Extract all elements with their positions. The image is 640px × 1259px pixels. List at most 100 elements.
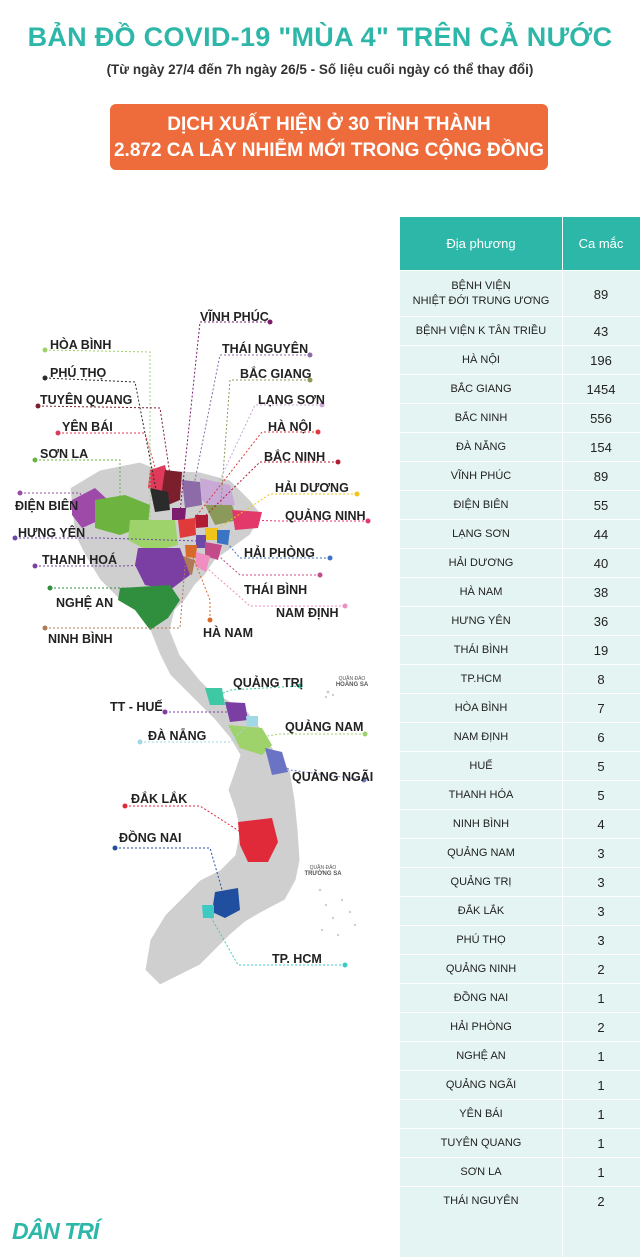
province-thanh-hoa <box>135 548 190 590</box>
leader-dot-ninh-binh <box>42 625 48 631</box>
table-row: ĐÀ NẴNG 154 <box>400 432 640 462</box>
label-truong-sa: QUẦN ĐẢO TRƯỜNG SA <box>303 865 343 877</box>
row-cases: 3 <box>597 904 605 919</box>
row-location: HÒA BÌNH <box>454 702 508 714</box>
leader-line-thai-nguyen <box>191 354 310 496</box>
table-row: HÒA BÌNH 7 <box>400 693 640 723</box>
row-location: HÀ NAM <box>459 586 503 598</box>
label-tuyen-quang: TUYÊN QUANG <box>40 393 133 407</box>
row-location: HƯNG YÊN <box>451 615 511 627</box>
leader-dot-bac-giang <box>307 377 313 383</box>
province-lang-son <box>200 478 235 510</box>
label-hoang-sa: QUẦN ĐẢO HOÀNG SA <box>332 676 372 688</box>
row-cases: 36 <box>593 614 609 629</box>
leader-dot-quang-ngai <box>361 777 367 783</box>
table-row: HÀ NAM 38 <box>400 577 640 607</box>
leader-dot-hoa-binh <box>42 347 48 353</box>
label-son-la: SƠN LA <box>40 447 89 461</box>
column-divider <box>562 217 563 1257</box>
row-cases: 38 <box>593 585 609 600</box>
table-row: ĐẮK LẮK 3 <box>400 896 640 926</box>
label-hai-phong: HẢI PHÒNG <box>244 546 315 560</box>
table-row: ĐIỆN BIÊN 55 <box>400 490 640 520</box>
row-location: TUYÊN QUANG <box>440 1137 522 1149</box>
row-cases: 1 <box>597 1165 605 1180</box>
table-row: TUYÊN QUANG 1 <box>400 1128 640 1158</box>
row-location: QUẢNG NINH <box>445 963 517 975</box>
leader-dot-da-nang <box>137 739 143 745</box>
province-hai-phong <box>217 530 230 545</box>
label-vinh-phuc: VĨNH PHÚC <box>200 310 269 324</box>
label-quang-ninh: QUẢNG NINH <box>285 509 366 523</box>
leader-dot-thanh-hoa <box>32 563 38 569</box>
province-ha-nam <box>185 545 197 558</box>
row-cases: 5 <box>597 788 605 803</box>
table-row: BẮC NINH 556 <box>400 403 640 433</box>
row-cases: 7 <box>597 701 605 716</box>
row-cases: 2 <box>597 962 605 977</box>
table-row: HẢI PHÒNG 2 <box>400 1012 640 1042</box>
province-bac-ninh <box>195 515 208 528</box>
label-dak-lak: ĐẮK LẮK <box>131 792 188 806</box>
label-thanh-hoa: THANH HOÁ <box>42 553 117 567</box>
leader-line-nghe-an <box>50 587 151 606</box>
table-row: QUẢNG TRỊ 3 <box>400 867 640 897</box>
province-hoa-binh <box>128 520 178 552</box>
label-hoa-binh: HÒA BÌNH <box>50 338 112 352</box>
label-hoang-sa-line1: QUẦN ĐẢO <box>338 676 366 682</box>
page-title: BẢN ĐỒ COVID-19 "MÙA 4" TRÊN CẢ NƯỚC <box>27 22 613 52</box>
label-tp-hcm: TP. HCM <box>272 952 322 966</box>
table-row: THÁI BÌNH 19 <box>400 635 640 665</box>
leader-line-quang-tri <box>214 685 301 698</box>
leader-line-son-la <box>35 459 121 512</box>
row-cases: 154 <box>590 440 612 455</box>
label-hoang-sa-line2: HOÀNG SA <box>335 682 369 688</box>
label-yen-bai: YÊN BÁI <box>62 420 113 434</box>
row-cases: 6 <box>597 730 605 745</box>
row-cases: 8 <box>597 672 605 687</box>
row-location: HẢI DƯƠNG <box>448 557 514 569</box>
table-row: NGHỆ AN 1 <box>400 1041 640 1071</box>
leader-line-hai-duong <box>210 493 357 534</box>
label-da-nang: ĐÀ NẴNG <box>148 729 207 743</box>
table-row: NINH BÌNH 4 <box>400 809 640 839</box>
row-location: THANH HÓA <box>448 789 514 801</box>
table-row: SƠN LA 1 <box>400 1157 640 1187</box>
row-location: ĐÀ NẴNG <box>455 441 507 453</box>
table-row: BỆNH VIỆN K TÂN TRIỀU 43 <box>400 316 640 346</box>
row-location: TP.HCM <box>460 673 502 685</box>
leader-line-thanh-hoa <box>35 564 156 567</box>
row-cases: 1 <box>597 1107 605 1122</box>
leader-line-hoa-binh <box>44 349 151 530</box>
row-location: ĐỒNG NAI <box>453 992 509 1004</box>
label-ninh-binh: NINH BÌNH <box>48 632 113 646</box>
row-cases: 1 <box>597 1136 605 1151</box>
leader-line-vinh-phuc <box>179 321 270 513</box>
leader-dot-son-la <box>32 457 38 463</box>
leader-line-ha-nam <box>190 551 211 620</box>
table-row: PHÚ THỌ 3 <box>400 925 640 955</box>
row-location: QUẢNG NAM <box>447 847 515 859</box>
province-hue <box>225 702 248 722</box>
leader-line-ninh-binh <box>45 565 186 629</box>
row-location: BẮC GIANG <box>450 383 512 395</box>
table-row: YÊN BÁI 1 <box>400 1099 640 1129</box>
label-bac-ninh: BẮC NINH <box>264 450 326 464</box>
row-location: BỆNH VIỆN K TÂN TRIỀU <box>415 325 547 337</box>
row-location: HẢI PHÒNG <box>450 1021 512 1033</box>
label-truong-sa-line2: TRƯỜNG SA <box>304 871 342 877</box>
row-location: YÊN BÁI <box>459 1108 503 1120</box>
table-row: BỆNH VIỆN NHIỆT ĐỚI TRUNG ƯƠNG 89 <box>400 270 640 317</box>
table-row: ĐỒNG NAI 1 <box>400 983 640 1013</box>
row-cases: 1454 <box>586 382 616 397</box>
table-row: LẠNG SƠN 44 <box>400 519 640 549</box>
table-row: NAM ĐỊNH 6 <box>400 722 640 752</box>
label-ha-noi: HÀ NỘI <box>268 420 312 434</box>
table-row: QUẢNG NAM 3 <box>400 838 640 868</box>
table-row: HẢI DƯƠNG 40 <box>400 548 640 578</box>
leader-line-thai-binh <box>211 549 320 576</box>
table-row: BẮC GIANG 1454 <box>400 374 640 404</box>
label-dong-nai: ĐỒNG NAI <box>119 831 182 845</box>
row-location: ĐIỆN BIÊN <box>453 499 509 511</box>
label-tt-hue: TT - HUẾ <box>110 700 163 714</box>
